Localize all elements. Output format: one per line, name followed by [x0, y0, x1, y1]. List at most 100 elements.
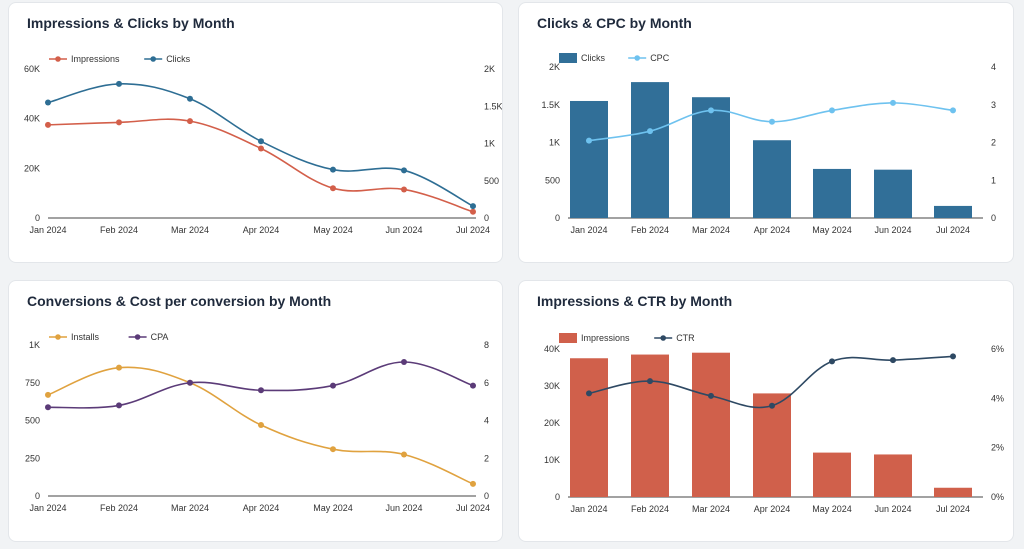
point-cpc [647, 128, 653, 135]
legend-label: Clicks [581, 53, 605, 63]
x-tick-label: May 2024 [313, 503, 353, 513]
x-tick-label: Jun 2024 [874, 504, 911, 514]
y-left-tick-label: 500 [25, 416, 40, 426]
y-left-tick-label: 0 [35, 491, 40, 501]
y-right-tick-label: 6% [991, 344, 1004, 354]
y-right-tick-label: 0 [484, 491, 489, 501]
x-tick-label: Jul 2024 [456, 503, 490, 513]
point-impressions [470, 208, 476, 215]
legend-swatch-dot [660, 335, 666, 341]
y-right-tick-label: 1K [484, 139, 495, 149]
x-tick-label: Mar 2024 [171, 225, 209, 235]
point-impressions [116, 119, 122, 126]
chart-conversions-cpa: 0 250 500 750 1K 0 2 4 6 8 Jan 2024 Feb 2024 Mar 202… [25, 332, 490, 513]
y-left-tick-label: 60K [24, 64, 40, 74]
legend-swatch-dot [134, 334, 141, 340]
legend-item-installs: Installs [49, 332, 100, 342]
legend-swatch-dot [55, 56, 61, 62]
y-right-tick-label: 1.5K [484, 101, 503, 111]
y-right-tick-label: 8 [484, 340, 489, 350]
legend-item-clicks: Clicks [559, 53, 605, 63]
point-cpa [401, 358, 407, 365]
point-installs [45, 391, 51, 398]
y-left-tick-label: 10K [544, 455, 560, 465]
y-left-tick-label: 500 [545, 175, 560, 185]
y-right-tick-label: 2K [484, 64, 495, 74]
y-right-tick-label: 0% [991, 492, 1004, 502]
x-tick-label: Feb 2024 [100, 503, 138, 513]
point-installs [330, 446, 336, 453]
x-tick-label: Feb 2024 [100, 225, 138, 235]
y-right-tick-label: 0 [991, 213, 996, 223]
y-right-tick-label: 4 [484, 416, 489, 426]
point-installs [258, 422, 264, 429]
bar-clicks [874, 169, 912, 218]
point-cpa [45, 404, 51, 411]
point-ctr [708, 392, 714, 399]
y-right-tick-label: 3 [991, 100, 996, 110]
bar-clicks [813, 168, 851, 218]
point-cpc [890, 99, 896, 106]
point-installs [470, 480, 476, 487]
chart-title: Impressions & Clicks by Month [27, 15, 235, 31]
bar-impressions [692, 352, 730, 497]
point-cpa [258, 387, 264, 394]
legend-item-impressions: Impressions [559, 333, 630, 343]
point-cpa [187, 379, 193, 386]
bar-impressions [813, 452, 851, 497]
point-installs [116, 364, 122, 371]
legend-swatch-dot [150, 56, 156, 62]
legend-label: Clicks [166, 54, 190, 64]
y-left-tick-label: 0 [555, 213, 560, 223]
chart-title: Clicks & CPC by Month [537, 15, 692, 31]
bar-impressions [753, 393, 791, 497]
point-ctr [769, 402, 775, 409]
chart-card-impressions-ctr: Impressions & CTR by Month 0 10K 20K 30K 40K… [518, 280, 1014, 542]
point-cpc [708, 107, 714, 114]
legend-label: CPC [650, 53, 670, 63]
point-impressions [401, 186, 407, 193]
x-tick-label: Jan 2024 [29, 503, 66, 513]
x-tick-label: May 2024 [313, 225, 353, 235]
point-ctr [890, 357, 896, 364]
point-clicks [187, 95, 193, 102]
point-cpc [829, 107, 835, 114]
y-right-tick-label: 500 [484, 176, 499, 186]
y-left-tick-label: 20K [544, 418, 560, 428]
x-tick-label: Jul 2024 [456, 225, 490, 235]
y-right-tick-label: 4 [991, 62, 996, 72]
point-cpa [330, 382, 336, 389]
point-cpc [950, 107, 956, 114]
x-tick-label: Apr 2024 [754, 504, 791, 514]
point-ctr [647, 378, 653, 385]
x-tick-label: May 2024 [812, 504, 852, 514]
bar-clicks [692, 97, 730, 218]
chart-card-clicks-cpc: Clicks & CPC by Month 0 500 1K 1.5K 2K 0 1 2 3 4 J… [518, 2, 1014, 263]
y-right-tick-label: 2% [991, 443, 1004, 453]
point-impressions [258, 145, 264, 152]
chart-card-conversions-cpa: Conversions & Cost per conversion by Mon… [8, 280, 503, 542]
x-tick-label: Mar 2024 [692, 504, 730, 514]
y-right-tick-label: 1 [991, 175, 996, 185]
x-tick-label: Feb 2024 [631, 225, 669, 235]
y-left-tick-label: 1K [549, 138, 560, 148]
x-tick-label: May 2024 [812, 225, 852, 235]
legend-swatch [559, 333, 577, 343]
point-cpc [769, 118, 775, 125]
legend-label: CTR [676, 333, 695, 343]
y-left-tick-label: 1.5K [541, 100, 560, 110]
bar-impressions [934, 487, 972, 497]
point-clicks [258, 138, 264, 145]
point-cpa [470, 382, 476, 389]
point-ctr [829, 358, 835, 365]
bar-clicks [631, 82, 669, 218]
point-cpa [116, 402, 122, 409]
y-right-tick-label: 4% [991, 393, 1004, 403]
legend-item-ctr: CTR [654, 333, 695, 343]
point-clicks [45, 99, 51, 106]
y-left-tick-label: 40K [24, 114, 40, 124]
x-tick-label: Jan 2024 [570, 504, 607, 514]
point-impressions [330, 185, 336, 192]
x-tick-label: Jul 2024 [936, 225, 970, 235]
x-tick-label: Jan 2024 [29, 225, 66, 235]
